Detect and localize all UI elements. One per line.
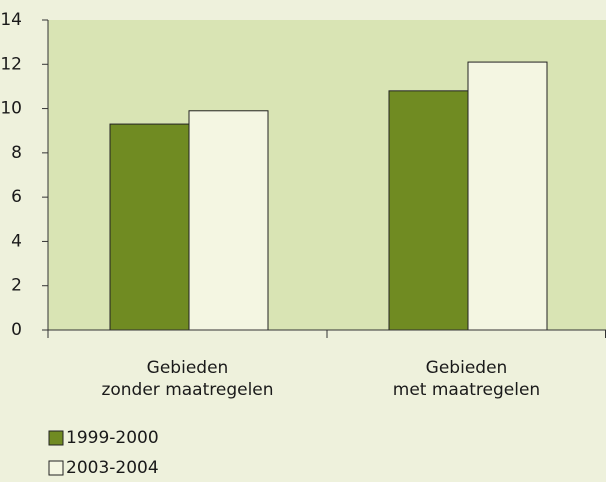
y-tick-label: 6 <box>11 187 22 207</box>
legend-label: 2003-2004 <box>66 458 159 478</box>
x-tick-label: Gebieden zonder maatregelen <box>101 358 273 400</box>
bar <box>109 123 190 331</box>
y-tick-label: 2 <box>11 276 22 296</box>
bar <box>467 61 548 331</box>
bar <box>188 110 269 331</box>
y-tick-label: 12 <box>0 54 22 74</box>
legend-swatch <box>48 430 64 446</box>
y-tick-label: 4 <box>11 231 22 251</box>
y-tick-label: 14 <box>0 10 22 30</box>
legend-swatch <box>48 460 64 476</box>
y-tick-label: 8 <box>11 143 22 163</box>
y-tick-label: 0 <box>11 320 22 340</box>
x-tick-label: Gebieden met maatregelen <box>393 358 540 400</box>
bar <box>388 90 469 331</box>
legend-label: 1999-2000 <box>66 428 159 448</box>
y-tick-label: 10 <box>0 99 22 119</box>
